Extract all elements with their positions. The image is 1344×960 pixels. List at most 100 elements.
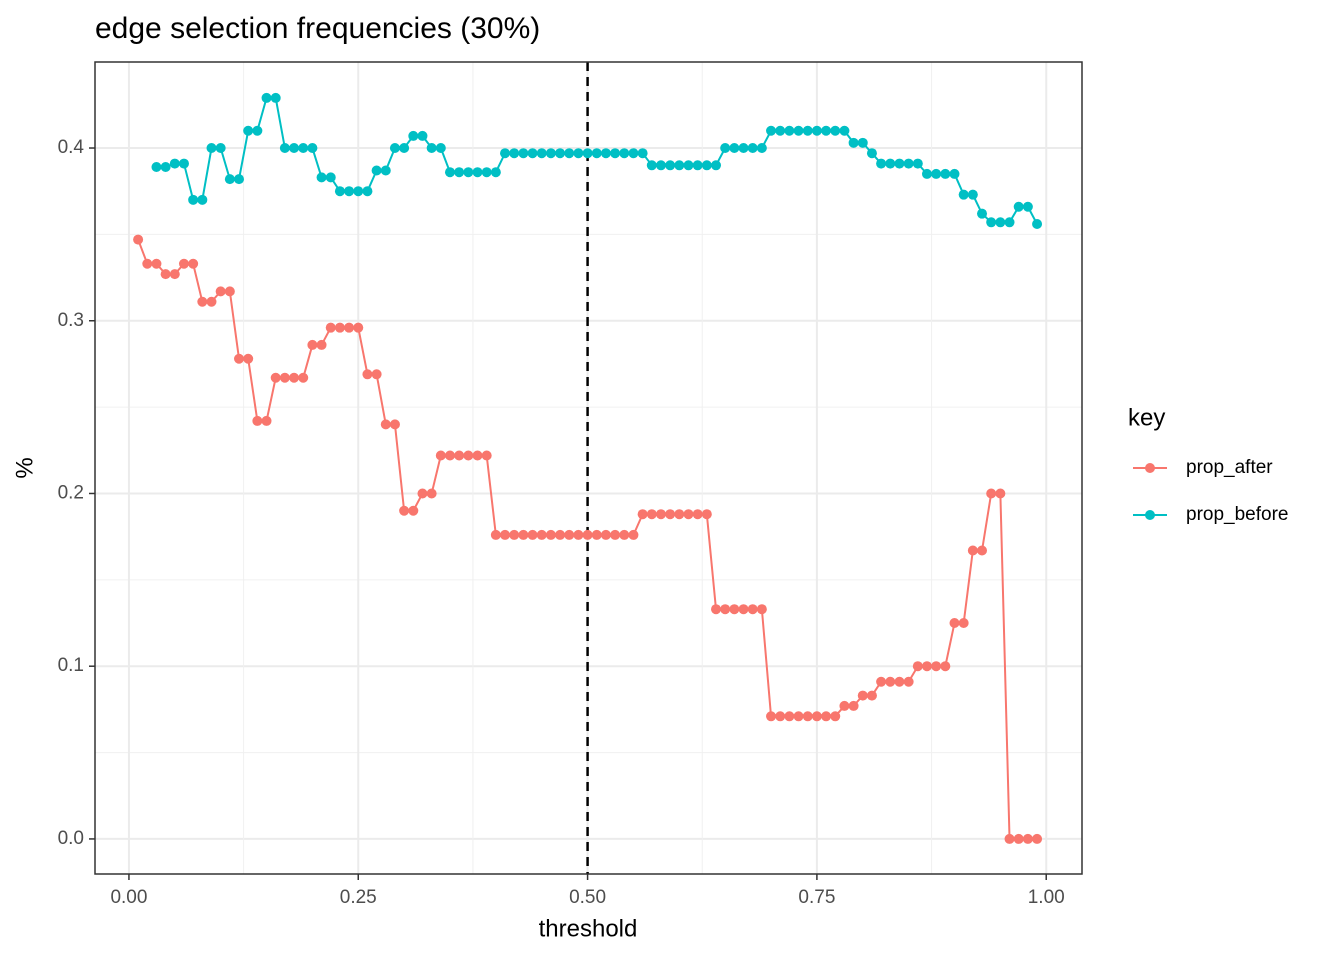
point	[518, 529, 529, 540]
point	[738, 604, 749, 615]
point	[417, 488, 428, 499]
legend-label: prop_after	[1186, 457, 1273, 478]
point	[958, 189, 969, 200]
point	[472, 167, 483, 178]
point	[279, 143, 290, 154]
point	[252, 125, 263, 136]
point	[811, 711, 822, 722]
point	[655, 160, 666, 171]
point	[169, 269, 180, 280]
point	[224, 286, 235, 297]
point	[986, 217, 997, 228]
point	[1032, 833, 1043, 844]
point	[793, 711, 804, 722]
point	[252, 415, 263, 426]
point	[169, 158, 180, 169]
point	[857, 137, 868, 148]
point	[1004, 833, 1015, 844]
point	[885, 676, 896, 687]
point	[527, 529, 538, 540]
point	[848, 700, 859, 711]
point	[279, 372, 290, 383]
point	[756, 143, 767, 154]
point	[876, 676, 887, 687]
point	[399, 143, 410, 154]
point	[344, 186, 355, 197]
point	[325, 172, 336, 183]
point	[802, 125, 813, 136]
point	[270, 92, 281, 103]
point	[1032, 219, 1043, 230]
point	[426, 143, 437, 154]
point	[931, 168, 942, 179]
point	[674, 509, 685, 520]
point	[188, 258, 199, 269]
point	[573, 148, 584, 159]
point	[921, 168, 932, 179]
point	[775, 125, 786, 136]
legend-label: prop_before	[1186, 504, 1288, 525]
point	[967, 545, 978, 556]
point	[399, 505, 410, 516]
point	[628, 529, 639, 540]
point	[848, 137, 859, 148]
point	[839, 125, 850, 136]
point	[830, 125, 841, 136]
point	[509, 148, 520, 159]
point	[151, 258, 162, 269]
point	[683, 509, 694, 520]
point	[766, 125, 777, 136]
point	[949, 168, 960, 179]
y-tick-label: 0.2	[58, 482, 84, 503]
point	[234, 174, 245, 185]
point	[463, 450, 474, 461]
point	[463, 167, 474, 178]
point	[591, 529, 602, 540]
point	[380, 165, 391, 176]
point	[362, 186, 373, 197]
point	[674, 160, 685, 171]
point	[481, 167, 492, 178]
point	[747, 604, 758, 615]
point	[298, 372, 309, 383]
point	[564, 148, 575, 159]
point	[151, 162, 162, 173]
point	[701, 509, 712, 520]
point	[903, 676, 914, 687]
point	[628, 148, 639, 159]
point	[683, 160, 694, 171]
point	[555, 148, 566, 159]
point	[784, 711, 795, 722]
point	[435, 450, 446, 461]
point	[270, 372, 281, 383]
point	[701, 160, 712, 171]
point	[619, 148, 630, 159]
point	[665, 160, 676, 171]
point	[738, 143, 749, 154]
point	[866, 690, 877, 701]
point	[921, 661, 932, 672]
point	[977, 208, 988, 219]
point	[362, 369, 373, 380]
point	[655, 509, 666, 520]
point	[1013, 833, 1024, 844]
point	[444, 167, 455, 178]
point	[289, 143, 300, 154]
point	[912, 661, 923, 672]
point	[316, 339, 327, 350]
point	[646, 160, 657, 171]
point	[518, 148, 529, 159]
point	[178, 258, 189, 269]
point	[133, 234, 144, 245]
point	[353, 322, 364, 333]
point	[600, 529, 611, 540]
point	[481, 450, 492, 461]
point	[316, 172, 327, 183]
point	[619, 529, 630, 540]
point	[1022, 833, 1033, 844]
point	[591, 148, 602, 159]
point	[995, 217, 1006, 228]
point	[600, 148, 611, 159]
point	[500, 148, 511, 159]
